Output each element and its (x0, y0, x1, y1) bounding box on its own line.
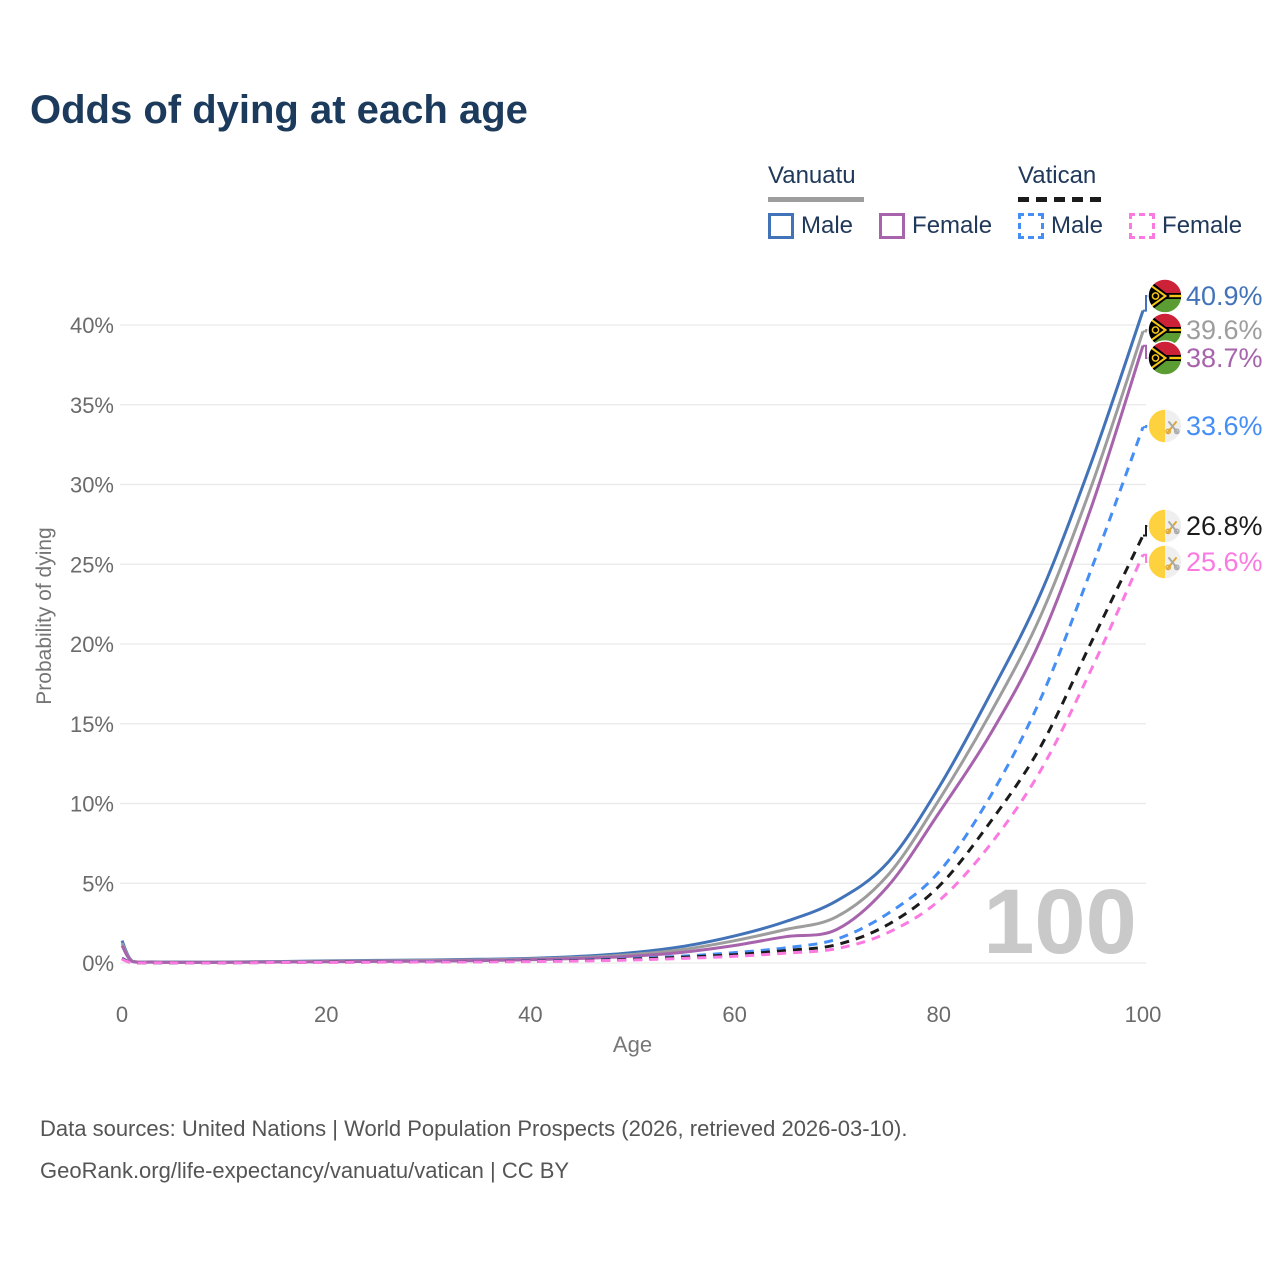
legend-toggle-vatican-female[interactable]: Female (1129, 212, 1242, 240)
x-axis-tick-labels: 0 20 40 60 80 100 (116, 1002, 1161, 1027)
legend-label-vatican-female: Female (1162, 212, 1243, 239)
gridlines (120, 324, 1146, 964)
vanuatu-female-checkbox-icon (879, 213, 906, 239)
footer-data-sources: Data sources: United Nations | World Pop… (40, 1116, 908, 1141)
legend-group-vanuatu-label: Vanuatu (768, 162, 856, 189)
line-vanuatu-female[interactable] (120, 345, 1145, 964)
end-label-vanuatu-both-sexes: 39.6% (1186, 315, 1263, 345)
end-label-vatican-male: 33.6% (1186, 411, 1263, 441)
x-tick-label: 60 (722, 1002, 746, 1027)
y-tick-label: 10% (70, 792, 114, 817)
vatican-flag-icon (1148, 409, 1182, 443)
vatican-flag-icon (1148, 545, 1182, 579)
legend-label-vanuatu-female: Female (912, 212, 993, 239)
vanuatu-flag-icon (1148, 341, 1182, 375)
vanuatu-flag-icon (1148, 279, 1182, 313)
x-tick-label: 100 (1125, 1002, 1162, 1027)
line-vatican-female[interactable] (121, 554, 1145, 965)
vanuatu-line-style-swatch (768, 197, 864, 202)
footer-attribution: GeoRank.org/life-expectancy/vanuatu/vati… (40, 1158, 570, 1183)
x-tick-label: 80 (927, 1002, 951, 1027)
end-value-labels: 40.9% 39.6%38.7% 33.6% 26.8% 25.6% (1186, 281, 1263, 577)
y-tick-label: 0% (82, 951, 114, 976)
x-tick-label: 40 (518, 1002, 542, 1027)
end-label-vanuatu-male: 40.9% (1186, 281, 1263, 311)
page-title: Odds of dying at each age (30, 88, 528, 132)
y-tick-label: 40% (70, 313, 114, 338)
y-tick-label: 30% (70, 473, 114, 498)
x-axis-title: Age (612, 1032, 653, 1057)
y-axis-tick-labels: 0% 5% 10% 15% 20% 25% 30% 35% 40% (70, 313, 114, 976)
vatican-female-checkbox-icon (1129, 213, 1156, 239)
legend-label-vatican-male: Male (1051, 212, 1104, 239)
end-label-flag-icons (1148, 279, 1182, 579)
age-counter-watermark: 100 (983, 871, 1137, 973)
vanuatu-male-checkbox-icon (768, 213, 794, 239)
y-tick-label: 20% (70, 632, 114, 657)
line-vanuatu-both-sexes[interactable] (120, 330, 1145, 964)
line-vanuatu-male[interactable] (120, 310, 1145, 964)
y-tick-label: 25% (70, 552, 114, 577)
x-tick-label: 0 (116, 1002, 128, 1027)
legend-group-vanuatu: Vanuatu Male Female (768, 162, 992, 240)
y-tick-label: 5% (82, 871, 114, 896)
vatican-male-checkbox-icon (1018, 213, 1044, 239)
legend-label-vanuatu-male: Male (801, 212, 854, 239)
x-tick-label: 20 (314, 1002, 338, 1027)
y-axis-title: Probability of dying (33, 527, 56, 705)
legend-group-vatican: Vatican Male Female (1018, 162, 1242, 240)
y-tick-label: 35% (70, 393, 114, 418)
y-tick-label: 15% (70, 712, 114, 737)
end-label-vatican-female: 25.6% (1186, 547, 1263, 577)
footer: Data sources: United Nations | World Pop… (40, 1108, 907, 1192)
vatican-flag-icon (1148, 509, 1182, 543)
data-lines (120, 310, 1145, 965)
legend-toggle-vatican-male[interactable]: Male (1018, 212, 1103, 240)
end-label-vatican-both-sexes: 26.8% (1186, 511, 1263, 541)
legend-group-vatican-label: Vatican (1018, 162, 1097, 189)
end-label-vanuatu-female: 38.7% (1186, 343, 1263, 373)
legend-toggle-vanuatu-male[interactable]: Male (768, 212, 853, 240)
legend-toggle-vanuatu-female[interactable]: Female (879, 212, 992, 240)
vatican-line-style-swatch (1018, 197, 1106, 202)
